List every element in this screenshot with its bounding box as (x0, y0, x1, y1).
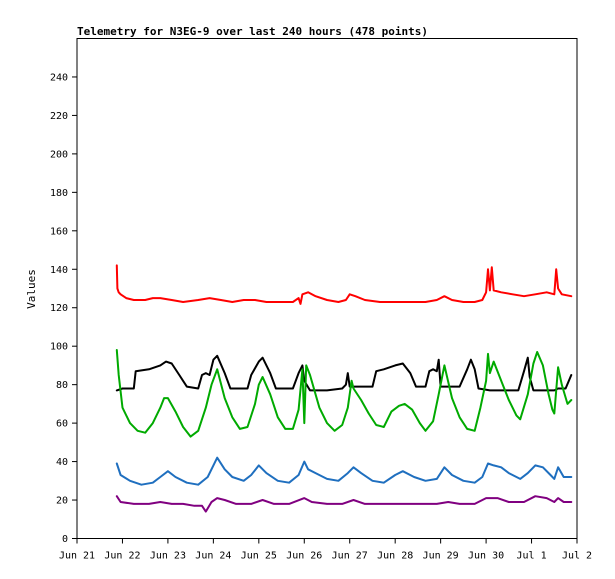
y-tick-label: 220 (50, 111, 68, 122)
y-tick-label: 160 (50, 226, 68, 237)
y-tick-label: 120 (50, 303, 68, 314)
x-tick-label: Jun 27 (332, 551, 368, 562)
series-line-3 (115, 349, 573, 438)
x-tick-label: Jun 25 (241, 551, 277, 562)
y-tick-label: 60 (56, 419, 68, 430)
y-tick-label: 140 (50, 265, 68, 276)
x-tick-label: Jun 29 (423, 551, 459, 562)
y-tick-label: 0 (62, 534, 68, 545)
y-tick-label: 40 (56, 457, 68, 468)
y-tick-label: 240 (50, 72, 68, 83)
x-tick-label: Jul 2 (562, 551, 592, 562)
y-tick-label: 20 (56, 496, 68, 507)
x-tick-label: Jun 28 (377, 551, 413, 562)
x-tick-label: Jun 22 (104, 551, 140, 562)
series-lines (115, 264, 573, 513)
x-tick-label: Jun 24 (195, 551, 231, 562)
plot-frame (76, 38, 578, 539)
y-tick-label: 100 (50, 342, 68, 353)
y-tick-label: 200 (50, 149, 68, 160)
series-line-4 (115, 456, 573, 486)
x-tick-label: Jun 26 (286, 551, 322, 562)
x-tick-label: Jun 23 (150, 551, 186, 562)
y-axis: 0 20 40 60 80 100 120 140 160 180 200 220 240 (50, 72, 77, 545)
x-tick-label: Jul 1 (516, 551, 546, 562)
series-line-5 (115, 495, 573, 513)
y-axis-label: Values (25, 269, 38, 309)
series-line-1 (115, 264, 573, 305)
y-tick-label: 180 (50, 188, 68, 199)
y-tick-label: 80 (56, 380, 68, 391)
x-tick-label: Jun 30 (468, 551, 504, 562)
x-axis: Jun 21 Jun 22 Jun 23 Jun 24 Jun 25 Jun 26 Jun … (59, 538, 592, 562)
x-tick-label: Jun 21 (59, 551, 95, 562)
series-line-2 (115, 354, 573, 392)
chart-title: Telemetry for N3EG-9 over last 240 hours… (77, 25, 428, 38)
